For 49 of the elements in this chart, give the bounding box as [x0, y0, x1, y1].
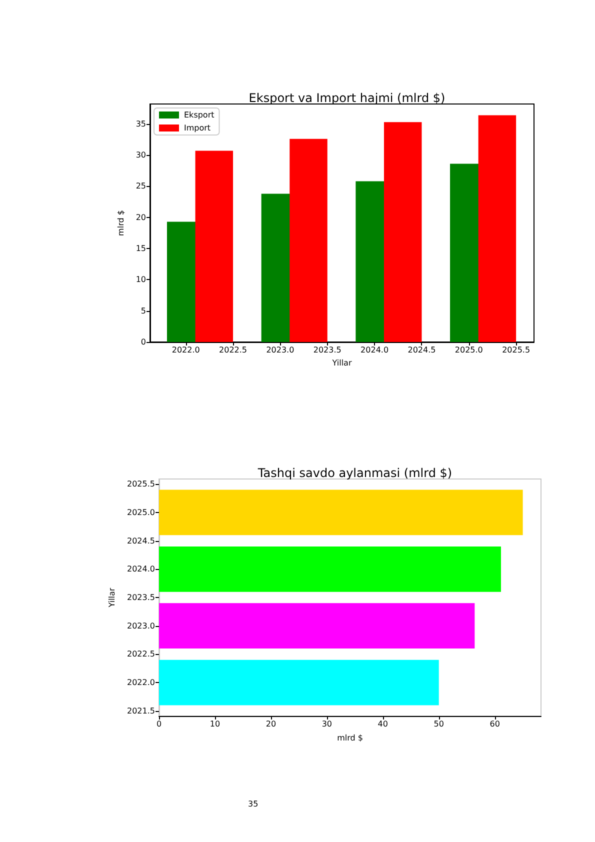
bar	[159, 603, 475, 649]
x-axis-title: Yillar	[331, 358, 352, 368]
x-tick-label: 2024.0	[360, 346, 389, 354]
y-tick-label: 5	[140, 306, 146, 316]
x-tick-label: 10	[210, 720, 220, 728]
bar	[159, 490, 523, 536]
bar	[159, 660, 439, 706]
y-tick-label: 2025.5	[127, 480, 155, 489]
x-tick-label: 0	[156, 720, 162, 728]
bar	[159, 546, 501, 592]
y-tick-label: 35	[136, 119, 146, 128]
x-tick-label: 60	[490, 720, 500, 728]
x-tick-label: 20	[266, 720, 276, 728]
y-tick-label: 2024.5	[127, 536, 155, 546]
text: 35	[248, 800, 258, 808]
bar	[478, 115, 516, 342]
y-tick-label: 2022.5	[127, 650, 155, 659]
bar	[290, 138, 328, 342]
y-tick-label: 25	[136, 182, 146, 191]
x-tick-label: 50	[434, 720, 444, 728]
y-tick-label: 0	[140, 338, 146, 346]
x-tick-label: 2023.0	[266, 346, 294, 354]
legend-label: Eksport	[184, 110, 214, 120]
chart-title: Tashqi savdo aylanmasi (mlrd $)	[256, 466, 452, 480]
y-axis-title: mlrd $	[116, 210, 126, 236]
y-axis-title: Yillar	[108, 587, 117, 608]
y-tick-label: 10	[136, 275, 146, 284]
x-tick-label: 2022.5	[219, 346, 248, 354]
y-tick-label: 2023.0	[127, 621, 155, 630]
x-tick-label: 40	[378, 720, 388, 728]
x-tick-label: 2024.5	[408, 346, 436, 354]
y-tick-label: 2022.0	[127, 678, 155, 688]
y-tick-label: 2025.0	[127, 508, 155, 517]
y-tick-label: 30	[136, 150, 146, 160]
y-tick-label: 2023.5	[127, 593, 155, 602]
y-tick-label: 2021.5	[127, 706, 155, 716]
x-tick-label: 2022.0	[172, 346, 200, 354]
x-tick-label: 2025.5	[502, 346, 530, 354]
x-tick-label: 30	[322, 720, 332, 728]
y-tick-label: 20	[136, 212, 146, 222]
x-axis-title: mlrd $	[337, 734, 363, 742]
bar	[195, 150, 234, 342]
x-tick-label: 2023.5	[313, 346, 342, 354]
bar	[384, 122, 422, 342]
y-tick-label: 2024.0	[127, 564, 155, 574]
x-tick-label: 2025.0	[454, 346, 483, 354]
y-tick-label: 15	[136, 244, 146, 254]
chart-title: Eksport va Import hajmi (mlrd $)	[248, 91, 446, 105]
legend-label: Import	[184, 124, 211, 132]
